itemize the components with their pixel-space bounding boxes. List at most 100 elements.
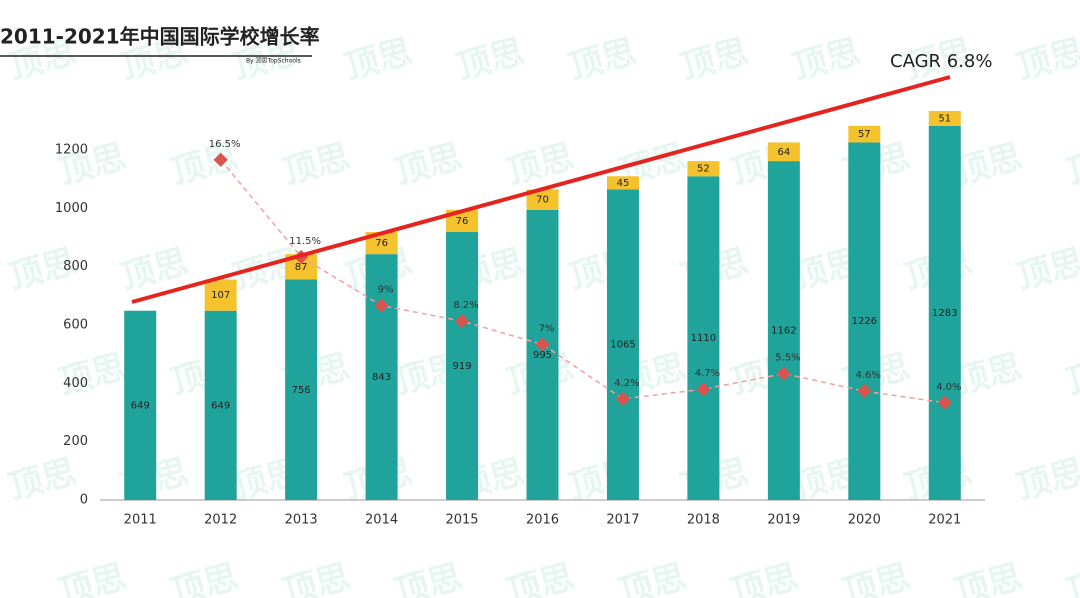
y-tick-label: 1200 bbox=[55, 143, 88, 158]
watermark: 顶思 bbox=[278, 137, 354, 193]
growth-label: 16.5% bbox=[209, 139, 241, 150]
data-label: 649 bbox=[131, 400, 150, 411]
x-tick-label: 2017 bbox=[606, 513, 639, 528]
x-tick-label: 2011 bbox=[124, 513, 157, 528]
watermark: 顶思 bbox=[564, 32, 640, 88]
growth-label: 4.7% bbox=[695, 368, 720, 379]
cagr-annotation: CAGR 6.8% bbox=[890, 51, 992, 72]
bar-segment bbox=[928, 125, 961, 501]
growth-marker bbox=[213, 152, 228, 167]
bar-segment bbox=[767, 142, 800, 162]
data-label: 756 bbox=[292, 385, 311, 396]
bar-segment bbox=[446, 231, 479, 500]
watermark: 顶思 bbox=[54, 557, 130, 598]
watermark: 顶思 bbox=[838, 557, 914, 598]
growth-label: 4.6% bbox=[856, 370, 881, 381]
watermark: 顶思 bbox=[1012, 242, 1080, 298]
watermark: 顶思 bbox=[502, 557, 578, 598]
data-label: 1162 bbox=[771, 326, 796, 337]
growth-label: 5.5% bbox=[775, 353, 800, 364]
watermark: 顶思 bbox=[676, 32, 752, 88]
growth-marker bbox=[937, 395, 952, 410]
data-label: 64 bbox=[777, 147, 790, 158]
data-label: 87 bbox=[295, 262, 308, 273]
watermark: 顶思 bbox=[950, 347, 1026, 403]
watermark: 顶思 bbox=[1012, 32, 1080, 88]
growth-label: 4.0% bbox=[936, 382, 961, 393]
watermark: 顶思 bbox=[726, 557, 802, 598]
data-label: 1110 bbox=[691, 333, 716, 344]
data-label: 107 bbox=[211, 290, 230, 301]
watermark: 顶思 bbox=[1062, 347, 1080, 403]
watermark: 顶思 bbox=[1012, 452, 1080, 508]
bar-segment bbox=[124, 310, 157, 500]
y-tick-label: 400 bbox=[63, 376, 88, 391]
bar-segment bbox=[526, 189, 559, 210]
watermark: 顶思 bbox=[4, 452, 80, 508]
plot: 0 200 400 600 800 1000 1200 2011 2012 2013 2014 201… bbox=[55, 110, 961, 528]
growth-label: 9% bbox=[378, 285, 394, 296]
growth-marker bbox=[615, 391, 631, 406]
data-label: 1226 bbox=[852, 316, 877, 327]
y-tick-label: 800 bbox=[63, 259, 88, 274]
bar-segment bbox=[687, 176, 720, 500]
watermark: 顶思 bbox=[614, 557, 690, 598]
growth-line bbox=[220, 159, 945, 404]
x-tick-label: 2016 bbox=[526, 513, 559, 528]
bar-segment bbox=[848, 142, 881, 500]
watermark: 顶思 bbox=[340, 32, 416, 88]
watermark: 顶思 bbox=[54, 347, 130, 403]
growth-label: 8.2% bbox=[453, 300, 478, 311]
watermark: 顶思 bbox=[502, 137, 578, 193]
watermark: 顶思 bbox=[1062, 557, 1080, 598]
x-tick-label: 2020 bbox=[848, 513, 881, 528]
growth-marker bbox=[454, 314, 470, 329]
growth-marker bbox=[776, 366, 791, 381]
bar-segment bbox=[365, 254, 398, 500]
growth-marker bbox=[857, 384, 872, 399]
bar-segment bbox=[767, 161, 800, 500]
data-label: 52 bbox=[697, 164, 710, 175]
cagr-trend-line bbox=[131, 75, 951, 304]
watermark: 顶思 bbox=[278, 557, 354, 598]
watermark: 顶思 bbox=[166, 557, 242, 598]
watermark: 顶思 bbox=[950, 137, 1026, 193]
watermark: 顶思 bbox=[950, 557, 1026, 598]
subtitle: By 顶思TopSchools bbox=[246, 58, 301, 65]
x-tick-label: 2015 bbox=[445, 513, 478, 528]
data-label: 1065 bbox=[610, 340, 635, 351]
bar-segment bbox=[204, 279, 237, 311]
data-label: 843 bbox=[372, 372, 391, 383]
growth-label: 7% bbox=[539, 323, 555, 334]
y-tick-label: 1000 bbox=[55, 201, 88, 216]
y-tick-label: 200 bbox=[63, 434, 88, 449]
data-label: 649 bbox=[211, 400, 230, 411]
growth-label: 4.2% bbox=[614, 378, 639, 389]
growth-marker bbox=[374, 298, 389, 313]
data-label: 45 bbox=[617, 178, 630, 189]
bar-segment bbox=[606, 189, 639, 500]
watermark: 顶思 bbox=[788, 32, 864, 88]
data-label: 76 bbox=[456, 216, 469, 227]
bar-segment bbox=[606, 176, 639, 190]
growth-label: 11.5% bbox=[289, 236, 321, 247]
chart-title: 2011-2021年中国国际学校增长率 bbox=[0, 25, 320, 49]
x-tick-label: 2018 bbox=[687, 513, 720, 528]
y-tick-label: 0 bbox=[80, 493, 88, 508]
growth-marker bbox=[696, 382, 711, 397]
bar-segment bbox=[204, 310, 237, 500]
watermark: 顶思 bbox=[390, 137, 466, 193]
bar-segment bbox=[285, 279, 318, 500]
data-label: 919 bbox=[452, 361, 471, 372]
bar-segment bbox=[687, 161, 720, 177]
data-label: 70 bbox=[536, 195, 549, 206]
watermark: 顶思 bbox=[1062, 137, 1080, 193]
data-label: 1283 bbox=[932, 308, 957, 319]
bar-segment bbox=[928, 110, 961, 126]
bar-segment bbox=[526, 209, 559, 500]
bar-segment bbox=[848, 125, 881, 143]
y-tick-label: 600 bbox=[63, 318, 88, 333]
watermark: 顶思 bbox=[390, 557, 466, 598]
growth-marker bbox=[535, 337, 550, 352]
